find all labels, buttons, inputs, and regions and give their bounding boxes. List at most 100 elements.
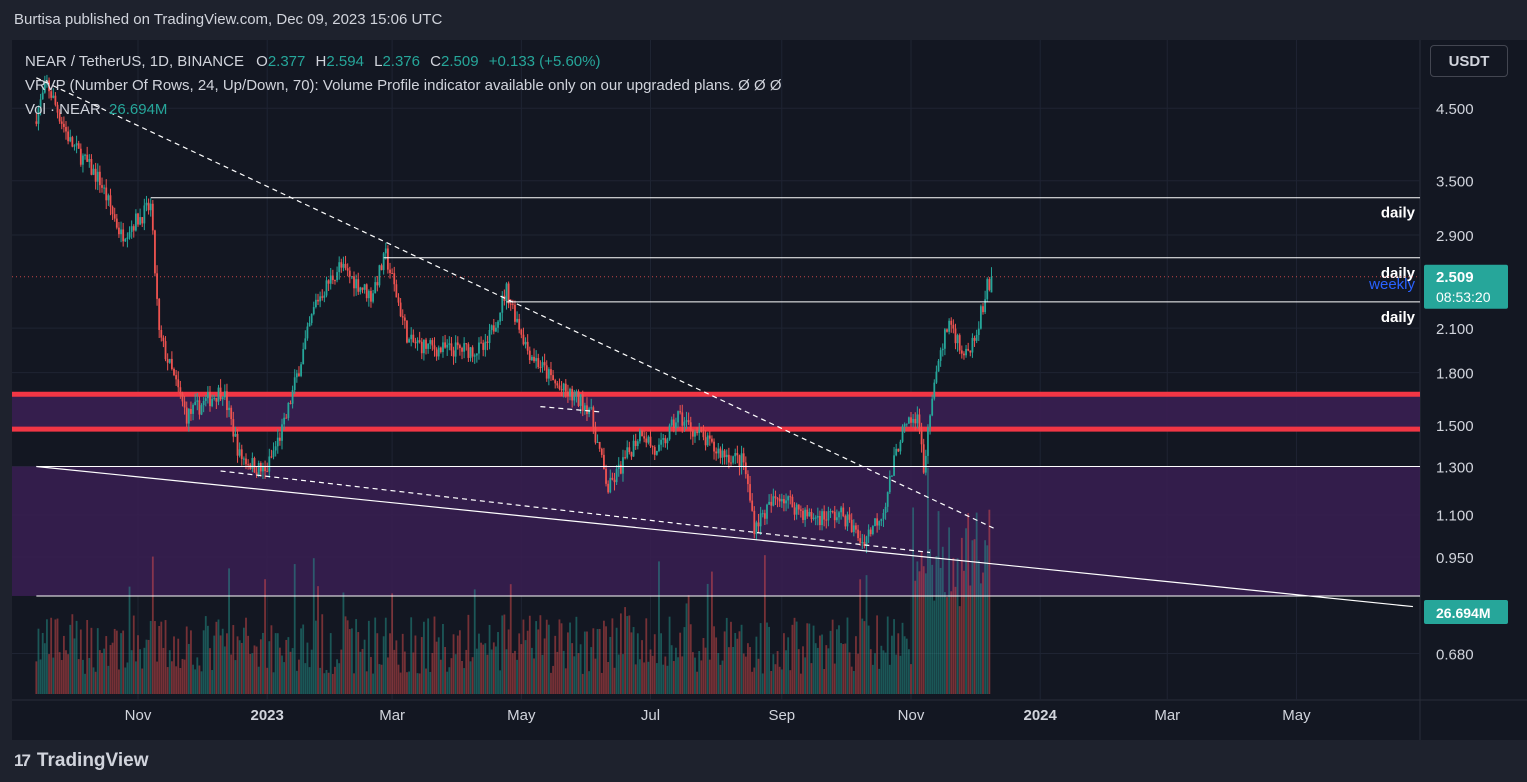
candle-body: [891, 475, 893, 477]
volume-bar: [262, 632, 264, 694]
candle-body: [177, 379, 180, 388]
volume-bar: [272, 672, 275, 694]
volume-bar: [884, 652, 887, 694]
volume-bar: [264, 579, 266, 694]
candle-body: [317, 299, 319, 302]
low-value: 2.376: [382, 53, 420, 70]
volume-bar: [437, 637, 440, 694]
candle-body: [60, 121, 63, 124]
volume-bar: [522, 619, 525, 694]
candle-body: [922, 444, 925, 473]
volume-bar: [833, 663, 836, 694]
candle-body: [975, 334, 978, 341]
candle-body: [812, 517, 815, 519]
candle-body: [742, 453, 745, 463]
candle-body: [285, 417, 288, 419]
volume-bar: [865, 575, 868, 694]
volume-bar: [79, 629, 82, 694]
candle-body: [681, 412, 684, 426]
candle-body: [979, 306, 982, 329]
candle-body: [672, 419, 675, 428]
x-tick-label: Mar: [1154, 707, 1180, 724]
volume-bar: [973, 539, 976, 694]
volume-bar: [861, 618, 864, 694]
candle-body: [624, 457, 626, 459]
volume-bar: [291, 648, 294, 694]
candle-body: [132, 226, 135, 231]
volume-bar: [683, 627, 686, 694]
volume-bar: [473, 589, 476, 694]
candle-body: [374, 282, 377, 294]
volume-bar: [721, 660, 724, 694]
volume-bar: [825, 645, 828, 694]
volume-bar: [526, 630, 529, 694]
candle-body: [359, 287, 362, 292]
volume-bar: [910, 664, 912, 694]
volume-bar: [463, 668, 466, 694]
candle-body: [75, 143, 78, 146]
candle-body: [433, 345, 436, 350]
volume-bar: [567, 632, 569, 694]
volume-legend-row[interactable]: Vol · NEAR 26.694M: [25, 98, 782, 122]
volume-bar: [348, 629, 351, 694]
volume-bar: [662, 664, 665, 694]
volume-bar: [200, 671, 203, 694]
volume-bar: [228, 568, 230, 694]
tradingview-logo[interactable]: 17 TradingView: [14, 750, 149, 772]
volume-bar: [130, 650, 133, 694]
candle-body: [785, 500, 787, 504]
volume-bar: [151, 556, 154, 694]
volume-bar: [734, 632, 737, 694]
volume-bar: [92, 667, 95, 694]
y-tick-label: 2.900: [1436, 228, 1474, 245]
volume-bar: [842, 644, 845, 694]
volume-bar: [304, 663, 307, 694]
candle-body: [397, 297, 400, 303]
volume-bar: [452, 634, 455, 694]
candle-body: [861, 542, 864, 544]
vrvp-legend-row[interactable]: VRVP (Number Of Rows, 24, Up/Down, 70): …: [25, 77, 782, 94]
candle-body: [857, 529, 859, 539]
candle-body: [185, 407, 188, 424]
candle-body: [160, 329, 163, 338]
candle-body: [314, 299, 317, 308]
candle-body: [874, 518, 876, 527]
candle-body: [901, 426, 904, 442]
volume-bar: [361, 648, 364, 694]
currency-button[interactable]: USDT: [1430, 45, 1508, 77]
candle-body: [395, 284, 398, 298]
candle-body: [941, 348, 944, 351]
candle-body: [973, 337, 976, 341]
candle-body: [514, 304, 516, 322]
candle-body: [62, 123, 65, 127]
volume-bar: [132, 615, 135, 694]
volume-bar: [797, 649, 800, 694]
volume-bar: [266, 667, 269, 694]
volume-bar: [956, 558, 959, 694]
volume-bar: [145, 639, 148, 694]
volume-bar: [67, 654, 70, 694]
candle-body: [420, 341, 423, 354]
symbol-label[interactable]: NEAR / TetherUS, 1D, BINANCE: [25, 53, 244, 70]
volume-bar: [439, 659, 442, 694]
volume-bar: [217, 619, 220, 694]
candle-body: [183, 401, 186, 408]
candle-body: [147, 202, 150, 211]
volume-bar: [846, 617, 849, 694]
candle-body: [545, 365, 548, 379]
candle-body: [755, 522, 758, 535]
volume-bar: [105, 636, 108, 694]
candle-body: [708, 435, 711, 439]
candle-body: [537, 358, 540, 368]
candle-body: [937, 360, 940, 372]
volume-bar: [835, 629, 838, 694]
volume-bar: [776, 651, 779, 694]
candle-body: [137, 213, 139, 225]
candle-body: [774, 496, 777, 499]
volume-bar: [122, 630, 125, 694]
candle-body: [473, 355, 476, 357]
candle-body: [429, 340, 432, 344]
candle-body: [912, 418, 915, 423]
